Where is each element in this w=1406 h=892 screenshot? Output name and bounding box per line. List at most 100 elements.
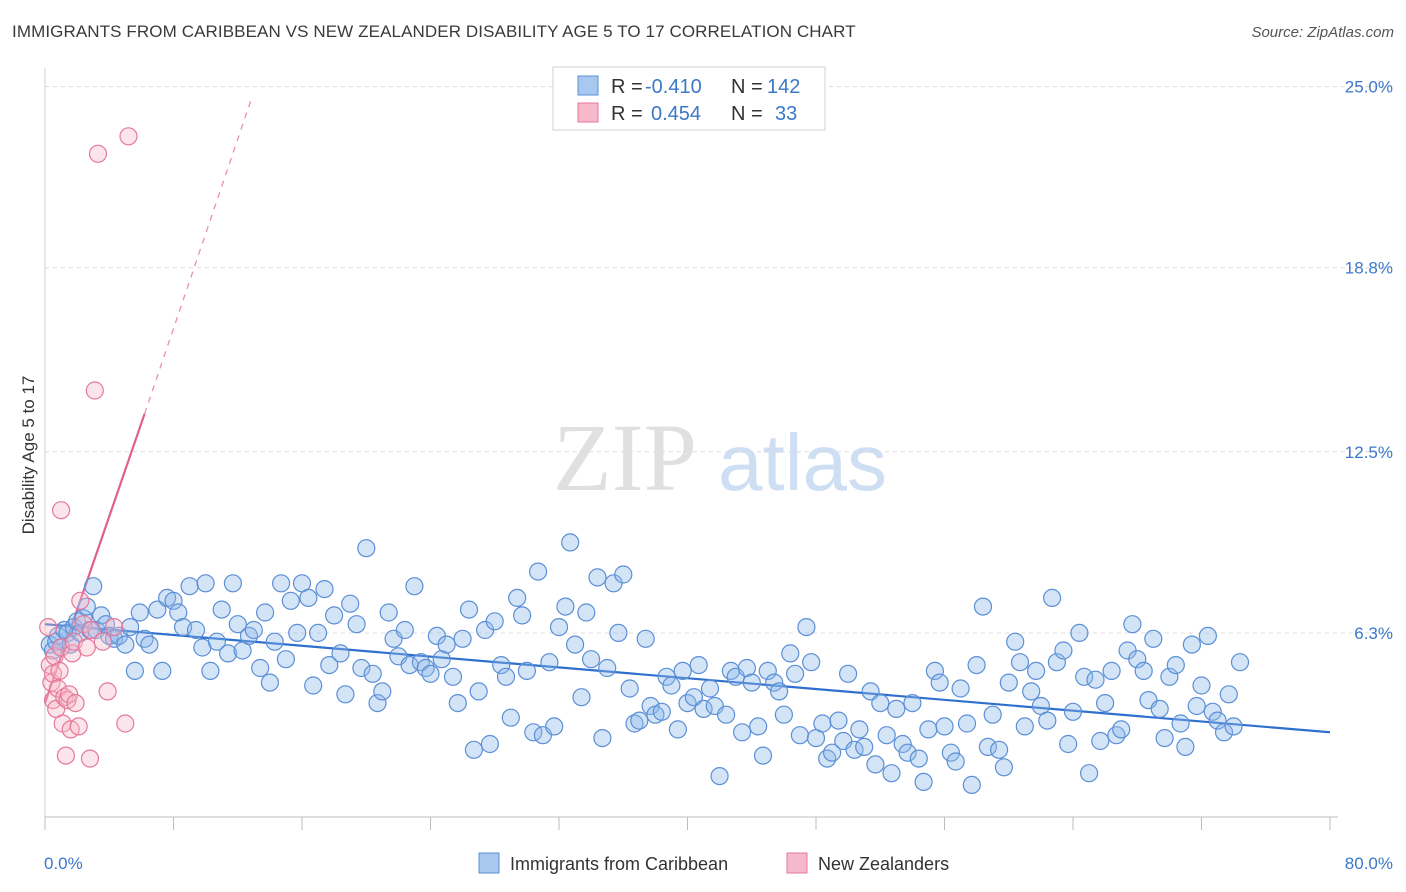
point-nz-22	[77, 638, 96, 657]
point-caribbean-229	[1230, 653, 1250, 672]
point-caribbean-170	[914, 772, 933, 792]
point-caribbean-130	[700, 679, 720, 698]
point-caribbean-127	[684, 688, 704, 707]
legend-r-label-2: R =	[611, 103, 643, 125]
point-caribbean-188	[1010, 653, 1030, 672]
point-caribbean-68	[368, 693, 387, 713]
point-caribbean-189	[1015, 717, 1034, 736]
point-caribbean-98	[528, 562, 548, 581]
point-caribbean-199	[1070, 623, 1089, 643]
legend-n-label-2: N =	[731, 103, 763, 125]
point-caribbean-33	[180, 577, 199, 596]
point-caribbean-37	[201, 661, 220, 681]
legend-n-label-1: N =	[731, 76, 763, 98]
trend-line-nz	[43, 413, 146, 704]
point-caribbean-214	[1150, 699, 1169, 719]
point-caribbean-85	[459, 600, 479, 619]
point-caribbean-213	[1144, 629, 1163, 648]
point-caribbean-171	[919, 720, 938, 739]
point-caribbean-194	[1042, 588, 1062, 608]
point-caribbean-206	[1107, 726, 1126, 745]
point-nz-27	[93, 632, 112, 651]
point-caribbean-211	[1134, 661, 1153, 681]
point-caribbean-36	[196, 574, 215, 593]
point-caribbean-107	[577, 603, 596, 622]
bottom-legend-swatch-nz	[786, 852, 808, 874]
point-caribbean-141	[758, 661, 777, 681]
point-caribbean-89	[480, 734, 499, 754]
point-caribbean-81	[437, 635, 456, 654]
point-caribbean-158	[850, 720, 869, 739]
point-caribbean-210	[1128, 650, 1147, 669]
point-caribbean-180	[967, 655, 986, 675]
bottom-legend-label-nz: New Zealanders	[818, 854, 949, 874]
point-caribbean-118	[636, 629, 655, 648]
point-caribbean-146	[785, 664, 805, 683]
point-caribbean-105	[565, 635, 585, 654]
point-caribbean-67	[363, 664, 382, 683]
point-caribbean-218	[1171, 714, 1190, 733]
point-caribbean-40	[219, 644, 238, 663]
point-caribbean-195	[1047, 653, 1067, 672]
point-caribbean-184	[989, 740, 1009, 759]
point-caribbean-50	[272, 574, 291, 593]
point-caribbean-119	[641, 696, 660, 716]
point-caribbean-163	[877, 726, 896, 745]
point-nz-25	[85, 381, 104, 400]
point-caribbean-191	[1026, 661, 1046, 681]
legend-r-label-1: R =	[611, 76, 643, 98]
point-caribbean-203	[1091, 731, 1110, 751]
legend-r-value-1: -0.410	[645, 76, 702, 98]
point-caribbean-90	[485, 612, 504, 631]
point-caribbean-61	[331, 644, 350, 663]
point-nz-26	[88, 144, 108, 163]
point-caribbean-197	[1059, 734, 1078, 754]
point-nz-0	[39, 617, 58, 637]
point-caribbean-220	[1182, 635, 1202, 654]
point-caribbean-149	[802, 653, 821, 672]
y-tick-label-0: 25.0%	[1345, 78, 1393, 97]
point-caribbean-186	[999, 673, 1018, 692]
point-caribbean-63	[341, 594, 360, 613]
point-caribbean-193	[1038, 711, 1057, 730]
point-caribbean-102	[549, 617, 569, 637]
point-caribbean-46	[251, 658, 270, 678]
point-caribbean-137	[737, 658, 757, 678]
point-nz-18	[66, 693, 85, 713]
point-caribbean-113	[609, 623, 628, 643]
point-caribbean-216	[1160, 667, 1179, 686]
x-tick-label-max: 80.0%	[1345, 854, 1393, 873]
point-caribbean-177	[951, 679, 970, 698]
point-caribbean-104	[561, 533, 580, 552]
point-caribbean-75	[405, 577, 424, 596]
axes	[44, 68, 1338, 830]
point-caribbean-226	[1214, 723, 1234, 742]
point-caribbean-172	[925, 661, 945, 681]
point-caribbean-128	[689, 655, 708, 675]
legend-n-value-1: 142	[767, 76, 800, 98]
point-nz-20	[71, 591, 90, 610]
point-caribbean-69	[373, 682, 392, 701]
point-caribbean-14	[84, 577, 103, 596]
source-label: Source: ZipAtlas.com	[1251, 24, 1394, 41]
point-caribbean-153	[822, 743, 842, 762]
point-caribbean-116	[625, 714, 644, 733]
point-caribbean-224	[1203, 702, 1222, 721]
point-caribbean-86	[464, 740, 483, 759]
point-caribbean-45	[244, 620, 263, 640]
point-caribbean-151	[813, 714, 832, 733]
bottom-legend-label-caribbean: Immigrants from Caribbean	[510, 854, 728, 874]
point-caribbean-174	[935, 717, 954, 736]
point-caribbean-142	[765, 673, 784, 692]
point-caribbean-34	[186, 620, 206, 640]
point-caribbean-201	[1079, 764, 1099, 783]
point-caribbean-64	[347, 615, 366, 634]
legend-n-value-2: 33	[775, 103, 797, 125]
point-caribbean-16	[92, 606, 111, 625]
point-caribbean-168	[903, 693, 922, 713]
point-caribbean-217	[1166, 655, 1185, 675]
point-caribbean-91	[492, 655, 511, 675]
point-caribbean-55	[299, 588, 318, 608]
point-caribbean-51	[276, 650, 295, 669]
point-caribbean-87	[469, 682, 488, 701]
